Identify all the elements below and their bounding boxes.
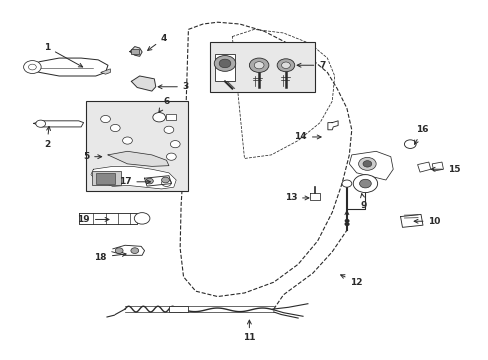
Polygon shape bbox=[112, 245, 144, 255]
Circle shape bbox=[110, 125, 120, 132]
Polygon shape bbox=[131, 76, 156, 91]
Text: 6: 6 bbox=[159, 96, 169, 112]
Bar bbox=[92, 171, 121, 185]
Circle shape bbox=[404, 140, 415, 148]
Polygon shape bbox=[431, 162, 443, 171]
Text: 19: 19 bbox=[77, 215, 109, 224]
Circle shape bbox=[359, 179, 370, 188]
Text: 5: 5 bbox=[83, 152, 102, 161]
Bar bbox=[210, 42, 315, 92]
Text: 13: 13 bbox=[284, 193, 308, 202]
Polygon shape bbox=[91, 166, 176, 189]
Circle shape bbox=[362, 161, 371, 167]
Circle shape bbox=[341, 180, 351, 187]
Polygon shape bbox=[400, 215, 422, 227]
Circle shape bbox=[214, 55, 235, 71]
Text: 4: 4 bbox=[147, 34, 167, 50]
Circle shape bbox=[249, 58, 268, 72]
Polygon shape bbox=[348, 151, 392, 180]
Polygon shape bbox=[130, 46, 142, 56]
Circle shape bbox=[153, 113, 165, 122]
Polygon shape bbox=[34, 121, 83, 127]
Circle shape bbox=[358, 157, 375, 170]
Circle shape bbox=[23, 60, 41, 73]
Polygon shape bbox=[79, 213, 137, 224]
Circle shape bbox=[254, 62, 264, 69]
Bar bbox=[166, 114, 176, 120]
Circle shape bbox=[131, 248, 139, 253]
Circle shape bbox=[101, 116, 110, 123]
Polygon shape bbox=[25, 58, 108, 76]
Text: 7: 7 bbox=[297, 61, 325, 70]
Bar bbox=[96, 173, 115, 184]
Circle shape bbox=[166, 153, 176, 160]
Text: 10: 10 bbox=[413, 217, 440, 226]
Text: 8: 8 bbox=[343, 211, 349, 228]
Circle shape bbox=[36, 120, 45, 127]
Text: 3: 3 bbox=[158, 82, 189, 91]
Text: 9: 9 bbox=[360, 194, 366, 210]
Circle shape bbox=[145, 178, 153, 184]
Circle shape bbox=[352, 175, 377, 193]
Circle shape bbox=[134, 213, 150, 224]
Circle shape bbox=[115, 248, 123, 253]
Circle shape bbox=[281, 62, 290, 68]
Bar bbox=[86, 101, 188, 191]
Circle shape bbox=[122, 137, 132, 144]
Polygon shape bbox=[144, 176, 171, 186]
Circle shape bbox=[170, 140, 180, 148]
Text: 17: 17 bbox=[119, 177, 150, 186]
Text: 15: 15 bbox=[430, 165, 460, 174]
Circle shape bbox=[163, 126, 173, 134]
Text: 2: 2 bbox=[44, 126, 50, 149]
Circle shape bbox=[161, 179, 171, 186]
Text: 16: 16 bbox=[414, 125, 428, 144]
Text: 11: 11 bbox=[243, 320, 255, 342]
Text: 14: 14 bbox=[294, 132, 321, 141]
Polygon shape bbox=[417, 162, 430, 172]
Polygon shape bbox=[101, 69, 110, 74]
Bar bbox=[215, 54, 234, 81]
Circle shape bbox=[219, 59, 230, 68]
Text: 18: 18 bbox=[94, 252, 126, 262]
Text: 12: 12 bbox=[340, 275, 362, 287]
Polygon shape bbox=[327, 121, 337, 130]
Polygon shape bbox=[310, 193, 320, 200]
Text: 1: 1 bbox=[44, 43, 82, 67]
Circle shape bbox=[161, 177, 169, 183]
Bar bbox=[168, 306, 188, 312]
Bar bbox=[131, 49, 139, 54]
Polygon shape bbox=[108, 151, 168, 166]
Circle shape bbox=[277, 59, 294, 72]
